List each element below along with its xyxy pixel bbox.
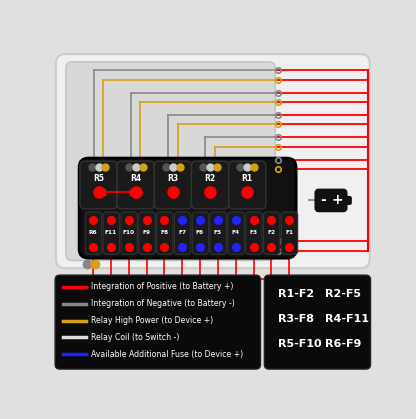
Text: R2-F5: R2-F5 xyxy=(325,289,361,299)
FancyBboxPatch shape xyxy=(56,54,370,268)
Text: R1-F2: R1-F2 xyxy=(278,289,314,299)
Text: F7: F7 xyxy=(178,230,186,235)
FancyBboxPatch shape xyxy=(281,212,298,254)
FancyBboxPatch shape xyxy=(121,212,137,254)
FancyBboxPatch shape xyxy=(210,212,226,254)
Text: F2: F2 xyxy=(267,230,275,235)
FancyBboxPatch shape xyxy=(103,212,119,254)
FancyBboxPatch shape xyxy=(55,275,260,369)
Text: Integration of Positive (to Battery +): Integration of Positive (to Battery +) xyxy=(91,282,233,291)
FancyBboxPatch shape xyxy=(315,190,347,211)
Text: F11: F11 xyxy=(105,230,117,235)
FancyBboxPatch shape xyxy=(192,212,208,254)
Text: F8: F8 xyxy=(160,230,168,235)
Text: R3-F8: R3-F8 xyxy=(278,314,314,324)
FancyBboxPatch shape xyxy=(139,212,155,254)
FancyBboxPatch shape xyxy=(229,161,266,209)
Text: Relay Coil (to Switch -): Relay Coil (to Switch -) xyxy=(91,333,179,342)
Text: R4-F11: R4-F11 xyxy=(325,314,369,324)
Text: R1: R1 xyxy=(242,173,253,183)
Text: F4: F4 xyxy=(232,230,240,235)
Text: Available Additional Fuse (to Device +): Available Additional Fuse (to Device +) xyxy=(91,350,243,359)
FancyBboxPatch shape xyxy=(79,158,296,258)
FancyBboxPatch shape xyxy=(157,212,173,254)
FancyBboxPatch shape xyxy=(246,212,262,254)
Text: F1: F1 xyxy=(285,230,293,235)
Text: R6-F9: R6-F9 xyxy=(325,339,361,349)
FancyBboxPatch shape xyxy=(154,161,191,209)
Text: R5: R5 xyxy=(93,173,104,183)
Text: +: + xyxy=(332,194,343,207)
Text: R4: R4 xyxy=(130,173,141,183)
FancyBboxPatch shape xyxy=(174,212,191,254)
Text: F5: F5 xyxy=(214,230,222,235)
FancyBboxPatch shape xyxy=(191,161,229,209)
Text: F3: F3 xyxy=(250,230,258,235)
Text: -: - xyxy=(320,194,326,207)
Text: R3: R3 xyxy=(167,173,178,183)
Text: F9: F9 xyxy=(143,230,151,235)
FancyBboxPatch shape xyxy=(264,212,280,254)
Text: R2: R2 xyxy=(205,173,215,183)
Text: F6: F6 xyxy=(196,230,204,235)
FancyBboxPatch shape xyxy=(264,275,371,369)
Text: Integration of Negative (to Battery -): Integration of Negative (to Battery -) xyxy=(91,299,235,308)
FancyBboxPatch shape xyxy=(66,62,275,261)
Text: R6: R6 xyxy=(89,230,97,235)
FancyBboxPatch shape xyxy=(80,161,117,209)
FancyBboxPatch shape xyxy=(228,212,244,254)
FancyBboxPatch shape xyxy=(117,161,154,209)
FancyBboxPatch shape xyxy=(347,197,351,204)
Text: F10: F10 xyxy=(123,230,135,235)
Text: R5-F10: R5-F10 xyxy=(278,339,322,349)
FancyBboxPatch shape xyxy=(85,212,102,254)
Text: Relay High Power (to Device +): Relay High Power (to Device +) xyxy=(91,316,213,325)
